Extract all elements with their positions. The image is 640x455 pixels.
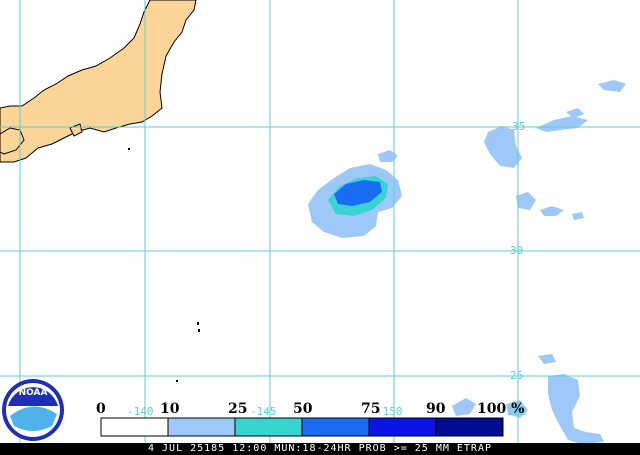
prob-10-25-east-11	[506, 400, 528, 418]
legend: 0 10 25 50 75 90 100 %	[96, 401, 524, 437]
prob-10-25-east-10	[452, 398, 476, 416]
legend-bin-0-10	[100, 417, 169, 437]
legend-bin-50-75	[301, 417, 370, 437]
lat-label-35: 35	[512, 120, 525, 133]
prob-10-25-east-3	[566, 108, 584, 118]
legend-tick-100: 100 %	[477, 401, 524, 417]
prob-50-75	[334, 180, 382, 206]
prob-10-25-east-6	[540, 206, 564, 216]
prob-10-25-east-4	[598, 80, 626, 92]
noaa-logo-icon: NOAA	[2, 379, 64, 441]
prob-10-25-east-9	[538, 354, 556, 364]
prob-10-25-east-2	[536, 116, 588, 132]
lon-label-155: -155	[500, 405, 527, 418]
legend-bin-10-25	[167, 417, 236, 437]
lat-label-25: 25	[510, 369, 523, 382]
legend-tick-75: 75	[361, 401, 380, 417]
prob-10-25-east-1	[484, 126, 522, 168]
lon-label-145: -145	[250, 405, 277, 418]
legend-tick-25: 25	[228, 401, 247, 417]
noaa-logo-text: NOAA	[19, 388, 48, 398]
precip-probability-field	[308, 80, 626, 444]
legend-tick-0: 0	[96, 401, 106, 417]
footer-caption: 4 JUL 25185 12:00 MUN:18-24HR PROB >= 25…	[0, 443, 640, 455]
prob-10-25-east-8	[548, 374, 604, 444]
prob-10-25-east-5	[516, 192, 536, 210]
legend-bin-90-100	[435, 417, 504, 437]
lon-label-140: -140	[127, 405, 154, 418]
small-islands	[128, 148, 200, 382]
land-japan	[0, 0, 197, 163]
legend-tick-10: 10	[160, 401, 180, 417]
lat-label-30: 30	[510, 244, 523, 257]
legend-bin-75-90	[368, 417, 437, 437]
prob-10-25-east-7	[572, 212, 584, 220]
legend-tick-50: 50	[293, 401, 313, 417]
legend-bin-25-50	[234, 417, 303, 437]
prob-10-25-east-top	[378, 150, 398, 162]
lon-label-150: -150	[376, 405, 403, 418]
lat-lon-grid	[0, 0, 640, 443]
legend-tick-90: 90	[426, 401, 446, 417]
